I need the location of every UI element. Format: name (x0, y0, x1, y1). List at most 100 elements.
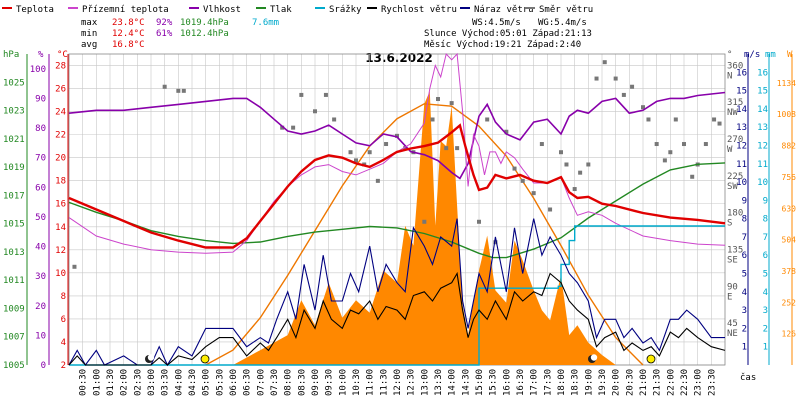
moon-cutout-icon (590, 354, 598, 361)
legend-label: Tlak (270, 5, 292, 15)
axis-tick-hPa: 1017 (3, 191, 25, 201)
sunrise-icon (200, 354, 210, 364)
stat-min-label: min (81, 29, 97, 39)
axis-tick-hPa: 1019 (3, 163, 25, 173)
axis-tick-hPa: 1011 (3, 276, 25, 286)
wind-direction-point (682, 142, 686, 147)
legend-swatch (256, 7, 266, 9)
x-tick-label: 17:30 (543, 369, 553, 396)
x-tick-label: 21:30 (653, 369, 663, 396)
wind-direction-point (280, 125, 285, 130)
axis-tick-mm: 4 (763, 288, 768, 298)
wind-direction-point (162, 84, 167, 89)
axis-tick-ms: 13 (736, 123, 747, 133)
wind-direction-point (548, 207, 553, 212)
axis-tick-direction: 270 (727, 135, 743, 145)
wind-direction-point (703, 142, 708, 147)
wind-direction-point (449, 101, 454, 106)
series-wind-speed-line (68, 271, 726, 366)
legend-swatch (525, 7, 535, 9)
axis-tick-percent: 20 (35, 302, 46, 312)
x-tick-label: 16:30 (516, 369, 526, 396)
axis-tick-mm: 14 (757, 105, 768, 115)
stat-min-hum: 61% (156, 29, 173, 39)
sunset-icon (646, 354, 656, 364)
stats-block: max 23.8°C 92% 1019.4hPa 7.6mm min 12.4°… (81, 18, 592, 50)
axis-tick-mm: 13 (757, 123, 768, 133)
stat-max-hum: 92% (156, 18, 173, 28)
axis-title-direction: ° (727, 50, 732, 60)
axis-tick-celsius: 10 (55, 269, 66, 279)
x-tick-label: 10:30 (352, 369, 362, 396)
axis-tick-hPa: 1023 (3, 107, 25, 117)
wind-direction-point (712, 117, 717, 122)
axis-title-wm2: W (787, 50, 793, 60)
axis-tick-compass: SW (727, 182, 738, 192)
axis-tick-wm2: 252 (782, 298, 797, 307)
axis-tick-mm: 8 (763, 215, 768, 225)
wind-direction-point (531, 191, 536, 196)
axis-tick-celsius: 6 (61, 315, 66, 325)
wind-direction-point (367, 150, 372, 155)
wind-direction-point (641, 105, 645, 110)
wind-direction-point (332, 117, 337, 122)
axis-title-celsius: °C (57, 50, 68, 60)
axis-tick-celsius: 28 (55, 62, 66, 72)
axis-tick-ms: 16 (736, 68, 747, 78)
series-wind-direction (72, 60, 722, 269)
axis-tick-hPa: 1021 (3, 135, 25, 145)
axis-tick-wm2: 1134 (777, 79, 796, 88)
x-tick-label: 07:30 (270, 369, 280, 396)
x-tick-label: 01:00 (92, 369, 102, 396)
axis-tick-ms: 12 (736, 141, 747, 151)
axis-tick-direction: 135 (727, 246, 743, 256)
x-tick-label: 06:30 (243, 369, 253, 396)
x-tick-label: 20:00 (612, 369, 622, 396)
moonset-marker (145, 354, 155, 363)
axis-tick-celsius: 16 (55, 200, 66, 210)
axis-tick-percent: 100 (30, 65, 46, 75)
wind-direction-point (504, 129, 509, 134)
axis-tick-ms: 4 (742, 288, 747, 298)
axis-tick-mm: 1 (763, 343, 768, 353)
axis-tick-wm2: 630 (782, 204, 797, 213)
x-tick-label: 00:30 (79, 369, 89, 396)
x-tick-label: 14:30 (461, 369, 471, 396)
x-tick-label: 23:30 (707, 369, 717, 396)
stat-min-press: 1012.4hPa (180, 29, 229, 39)
wind-direction-point (455, 146, 460, 151)
axis-tick-wm2: 378 (782, 267, 797, 276)
legend-swatch (68, 7, 78, 9)
axis-tick-celsius: 12 (55, 246, 66, 256)
wind-direction-point (621, 92, 626, 97)
wind-direction-point (586, 162, 591, 167)
axis-tick-ms: 15 (736, 87, 747, 97)
x-tick-label: 13:00 (420, 369, 430, 396)
axis-tick-ms: 2 (742, 324, 747, 334)
x-tick-label: 20:30 (625, 369, 635, 396)
axis-tick-wm2: 756 (782, 173, 797, 182)
axis-tick-hPa: 1015 (3, 220, 25, 230)
axis-tick-mm: 10 (757, 178, 768, 188)
wind-direction-point (313, 109, 317, 114)
x-tick-label: 09:30 (325, 369, 335, 396)
axis-tick-ms: 5 (742, 270, 747, 280)
axis-tick-percent: 80 (35, 124, 46, 134)
axis-tick-ms: 3 (742, 306, 747, 316)
wind-direction-point (578, 170, 583, 175)
wind-direction-point (690, 174, 695, 179)
wind-direction-point (430, 117, 435, 122)
axis-tick-compass: S (727, 219, 732, 229)
stat-max-label: max (81, 18, 98, 28)
x-tick-label: 08:30 (297, 369, 307, 396)
axis-tick-percent: 60 (35, 183, 46, 193)
x-tick-label: 09:00 (311, 369, 321, 396)
wind-direction-point (564, 162, 569, 167)
axis-tick-ms: 11 (736, 160, 747, 170)
axis-title-ms: m/s (744, 50, 760, 60)
axis-tick-wm2: 126 (782, 330, 797, 339)
x-tick-label: 02:30 (133, 369, 143, 396)
wind-direction-point (403, 146, 408, 151)
stat-sun: Slunce Východ:05:01 Západ:21:13 (424, 29, 592, 39)
wind-direction-point (354, 158, 358, 163)
